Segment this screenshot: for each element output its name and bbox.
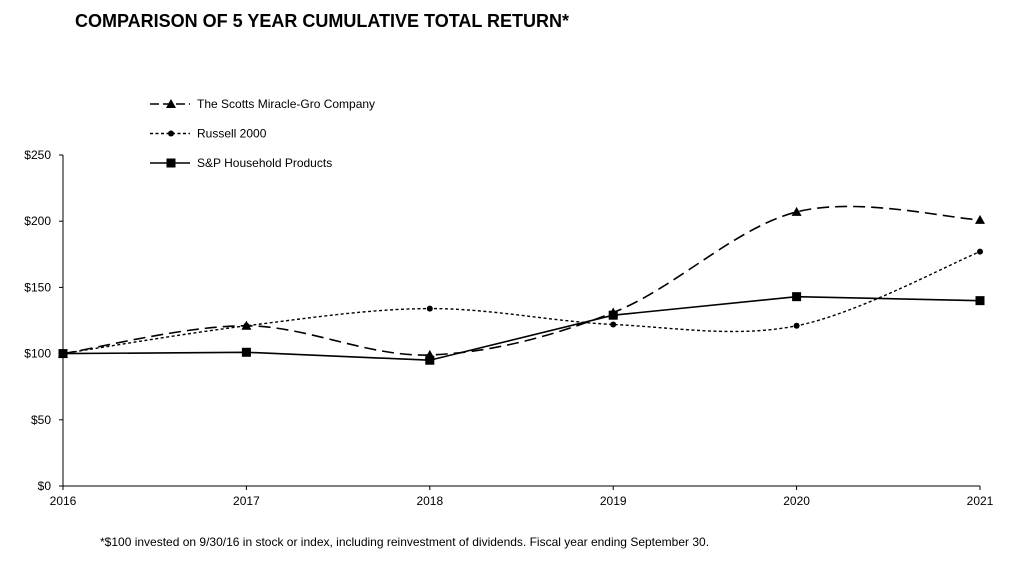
y-tick-label: $200	[24, 214, 51, 228]
legend-marker-1	[166, 99, 176, 108]
series-line-2	[62, 251, 981, 355]
data-point-series-3	[792, 292, 802, 302]
footnote: *$100 invested on 9/30/16 in stock or in…	[100, 535, 710, 549]
legend-marker-2	[168, 130, 174, 137]
legend-label-3: S&P Household Products	[197, 156, 332, 170]
x-tick-label: 2020	[783, 494, 810, 508]
series-line-3	[62, 295, 981, 362]
data-point-series-2	[426, 305, 433, 312]
series-lines	[58, 205, 985, 365]
data-point-series-3	[608, 310, 618, 320]
legend: The Scotts Miracle-Gro Company Russell 20…	[150, 97, 375, 170]
y-tick-label: $0	[38, 479, 52, 493]
legend-marker-3	[166, 158, 176, 168]
legend-label-2: Russell 2000	[197, 127, 267, 141]
series-line-1	[62, 205, 981, 356]
y-tick-label: $100	[24, 347, 51, 361]
chart-title: COMPARISON OF 5 YEAR CUMULATIVE TOTAL RE…	[75, 11, 570, 31]
data-point-series-2	[793, 322, 800, 329]
data-point-series-3	[58, 349, 68, 359]
data-point-series-1	[791, 206, 802, 216]
data-point-series-2	[610, 321, 617, 328]
x-tick-label: 2017	[233, 494, 260, 508]
x-tick-label: 2019	[600, 494, 627, 508]
axes: $0 $50 $100 $150 $200 $250 2016 2017 2018 2019 202…	[24, 148, 993, 508]
x-tick-label: 2018	[416, 494, 443, 508]
data-point-series-2	[243, 322, 250, 329]
data-point-series-3	[425, 355, 435, 365]
data-point-series-2	[977, 248, 983, 255]
data-point-series-1	[975, 214, 985, 224]
x-tick-label: 2021	[967, 494, 994, 508]
legend-label-1: The Scotts Miracle-Gro Company	[197, 97, 375, 111]
x-tick-label: 2016	[50, 494, 77, 508]
y-tick-label: $150	[24, 280, 51, 294]
y-tick-label: $250	[24, 148, 51, 162]
data-point-series-3	[975, 296, 985, 306]
y-tick-label: $50	[31, 413, 51, 427]
data-point-series-3	[241, 347, 251, 357]
